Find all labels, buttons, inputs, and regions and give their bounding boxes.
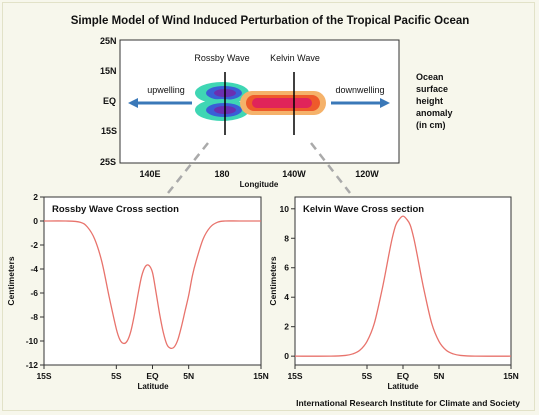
rossby-ytick-label: -2: [30, 240, 38, 250]
map-xtick-140e: 140E: [139, 169, 160, 179]
rossby-chart-title: Rossby Wave Cross section: [52, 204, 179, 215]
map-ytick-25n: 25N: [100, 36, 117, 46]
kelvin-xtick-label: EQ: [397, 371, 410, 381]
rossby-xtick-label: 5N: [183, 371, 194, 381]
map-xtick-180: 180: [214, 169, 229, 179]
rossby-ytick-label: -8: [30, 312, 38, 322]
map-ytick-15n: 15N: [100, 66, 117, 76]
kelvin-ytick-label: 10: [280, 204, 290, 214]
rossby-plot-frame: [43, 196, 262, 366]
kelvin-ytick-label: 0: [284, 351, 289, 361]
map-ytick-25s: 25S: [100, 157, 116, 167]
map-xlabel: Longitude: [240, 180, 279, 189]
rossby-wave-label: Rossby Wave: [194, 53, 249, 63]
kelvin-xlabel: Latitude: [387, 382, 419, 391]
side-label-line: Ocean: [416, 72, 444, 82]
rossby-ytick-label: 0: [33, 216, 38, 226]
kelvin-ytick-label: 2: [284, 322, 289, 332]
kelvin-anomaly: [240, 91, 326, 115]
kelvin-ytick-label: 4: [284, 292, 289, 302]
wave-map: 25N 15N EQ 15S 25S Rossby Wave Kelvin Wa…: [100, 36, 453, 189]
kelvin-chart-title: Kelvin Wave Cross section: [303, 204, 424, 215]
rossby-xlabel: Latitude: [137, 382, 169, 391]
kelvin-cross-section-chart: Kelvin Wave Cross section Latitude Centi…: [268, 196, 519, 391]
upwelling-label: upwelling: [147, 85, 185, 95]
figure-title: Simple Model of Wind Induced Perturbatio…: [71, 15, 470, 27]
map-xtick-140w: 140W: [282, 169, 306, 179]
rossby-connector: [167, 142, 209, 194]
kelvin-plot-frame: [294, 196, 512, 366]
side-label-line: anomaly: [416, 108, 453, 118]
side-label-line: surface: [416, 84, 448, 94]
rossby-series-line: [43, 220, 261, 350]
credit-text: International Research Institute for Cli…: [296, 398, 520, 408]
kelvin-series-line: [294, 215, 512, 357]
downwelling-arrow: [331, 98, 390, 108]
rossby-xtick-label: 15S: [36, 371, 51, 381]
kelvin-xtick-label: 5S: [362, 371, 373, 381]
map-ytick-15s: 15S: [101, 126, 117, 136]
map-ytick-eq: EQ: [103, 96, 116, 106]
kelvin-ytick-label: 8: [284, 233, 289, 243]
rossby-ytick-label: -4: [30, 264, 38, 274]
side-label-line: (in cm): [416, 120, 446, 130]
rossby-anomaly-south: [195, 99, 249, 121]
rossby-ytick-label: -10: [26, 336, 39, 346]
kelvin-ytick-label: 6: [284, 263, 289, 273]
rossby-ylabel: Centimeters: [6, 256, 16, 305]
rossby-xtick-label: 15N: [253, 371, 269, 381]
rossby-cross-section-chart: Rossby Wave Cross section Latitude Centi…: [6, 192, 269, 391]
map-side-label: Ocean surface height anomaly (in cm): [416, 72, 453, 130]
upwelling-arrow: [128, 98, 192, 108]
rossby-ytick-label: 2: [33, 192, 38, 202]
rossby-xtick-label: 5S: [111, 371, 122, 381]
kelvin-xtick-label: 5N: [434, 371, 445, 381]
rossby-anomaly-north: [195, 82, 249, 104]
kelvin-xtick-label: 15N: [503, 371, 519, 381]
map-xtick-120w: 120W: [355, 169, 379, 179]
kelvin-xtick-label: 15S: [287, 371, 302, 381]
rossby-ytick-label: -12: [26, 360, 39, 370]
side-label-line: height: [416, 96, 443, 106]
kelvin-wave-label: Kelvin Wave: [270, 53, 320, 63]
rossby-ytick-label: -6: [30, 288, 38, 298]
downwelling-label: downwelling: [335, 85, 384, 95]
kelvin-ylabel: Centimeters: [268, 256, 278, 305]
figure-frame: [2, 2, 535, 411]
kelvin-connector: [310, 142, 351, 194]
rossby-xtick-label: EQ: [146, 371, 159, 381]
